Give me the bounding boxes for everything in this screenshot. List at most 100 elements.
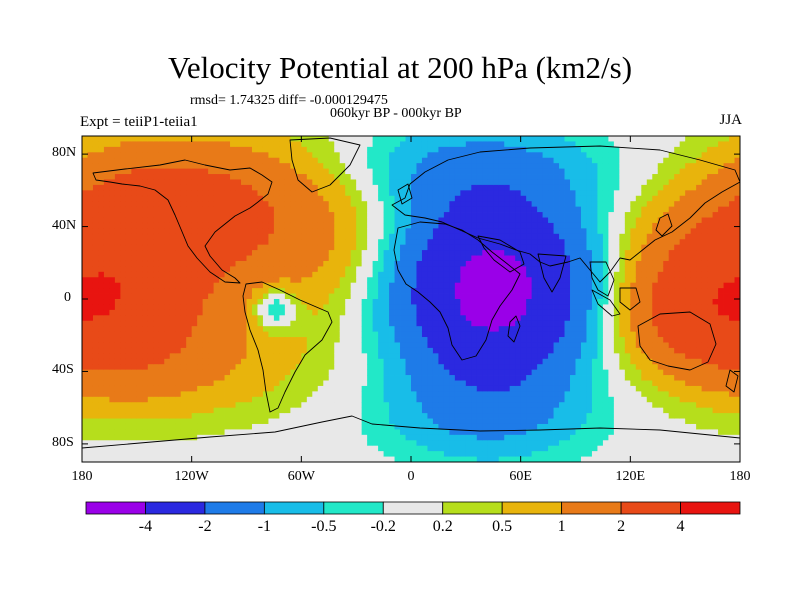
field-cell: [213, 288, 220, 294]
field-cell: [372, 190, 379, 197]
field-cell: [213, 347, 220, 354]
field-cell: [504, 451, 511, 457]
field-cell: [273, 239, 280, 246]
field-cell: [356, 288, 363, 294]
field-cell: [350, 184, 357, 191]
field-cell: [114, 326, 121, 332]
field-cell: [268, 385, 275, 392]
field-cell: [334, 423, 341, 430]
field-cell: [345, 282, 352, 289]
field-cell: [416, 212, 423, 218]
field-cell: [334, 201, 341, 208]
field-cell: [219, 299, 225, 305]
field-cell: [273, 423, 280, 430]
field-cell: [301, 385, 308, 392]
field-cell: [339, 418, 346, 425]
field-cell: [493, 250, 500, 256]
field-cell: [279, 451, 286, 457]
field-cell: [251, 429, 258, 436]
field-cell: [367, 304, 374, 311]
field-cell: [262, 391, 269, 398]
field-cell: [197, 239, 204, 246]
field-cell: [356, 239, 363, 246]
field-cell: [246, 434, 253, 441]
field-cell: [394, 364, 401, 371]
field-cell: [515, 440, 522, 447]
field-cell: [427, 418, 434, 425]
field-cell: [498, 244, 505, 251]
field-cell: [92, 190, 99, 197]
field-cell: [92, 402, 99, 409]
field-cell: [153, 136, 160, 142]
field-cell: [175, 239, 182, 246]
field-cell: [372, 195, 379, 202]
field-cell: [449, 434, 456, 441]
field-cell: [361, 157, 368, 164]
field-cell: [449, 271, 456, 278]
field-cell: [372, 250, 379, 256]
field-cell: [142, 396, 149, 403]
field-cell: [372, 429, 379, 436]
field-cell: [405, 277, 412, 284]
field-cell: [153, 375, 160, 381]
field-cell: [454, 233, 461, 240]
field-cell: [531, 375, 538, 381]
field-cell: [378, 260, 384, 267]
field-cell: [290, 244, 297, 251]
field-cell: [251, 326, 258, 332]
field-cell: [526, 423, 533, 430]
field-cell: [251, 239, 258, 246]
field-cell: [361, 228, 368, 235]
field-cell: [197, 293, 204, 300]
field-cell: [142, 380, 149, 387]
field-cell: [476, 434, 483, 441]
field-cell: [443, 429, 450, 436]
field-cell: [460, 157, 467, 164]
field-cell: [460, 380, 467, 387]
field-cell: [465, 320, 472, 327]
field-cell: [317, 266, 324, 273]
field-cell: [230, 255, 236, 262]
field-cell: [378, 396, 384, 403]
field-cell: [372, 353, 379, 360]
field-cell: [493, 222, 500, 229]
field-cell: [312, 413, 319, 419]
field-cell: [509, 445, 516, 452]
field-cell: [208, 434, 214, 441]
field-cell: [350, 293, 357, 300]
field-cell: [460, 445, 467, 452]
field-cell: [509, 337, 516, 343]
field-cell: [213, 434, 220, 441]
field-cell: [290, 364, 297, 371]
field-cell: [427, 293, 434, 300]
field-cell: [208, 201, 214, 208]
field-cell: [92, 141, 99, 148]
field-cell: [202, 396, 209, 403]
field-cell: [175, 260, 182, 267]
field-cell: [515, 174, 522, 180]
field-cell: [504, 206, 511, 213]
field-cell: [378, 380, 384, 387]
field-cell: [443, 212, 450, 218]
field-cell: [460, 451, 467, 457]
field-cell: [432, 451, 439, 457]
field-cell: [131, 184, 138, 191]
field-cell: [465, 255, 472, 262]
field-cell: [416, 222, 423, 229]
field-cell: [317, 369, 324, 376]
field-cell: [432, 364, 439, 371]
field-cell: [460, 434, 467, 441]
field-cell: [120, 315, 127, 322]
field-cell: [87, 396, 94, 403]
field-cell: [334, 309, 341, 316]
field-cell: [411, 179, 417, 186]
field-cell: [273, 266, 280, 273]
field-cell: [334, 190, 341, 197]
field-cell: [317, 342, 324, 349]
field-cell: [186, 434, 193, 441]
field-cell: [235, 184, 242, 191]
field-cell: [131, 337, 138, 343]
field-cell: [241, 206, 247, 213]
field-cell: [169, 190, 176, 197]
field-cell: [284, 260, 291, 267]
